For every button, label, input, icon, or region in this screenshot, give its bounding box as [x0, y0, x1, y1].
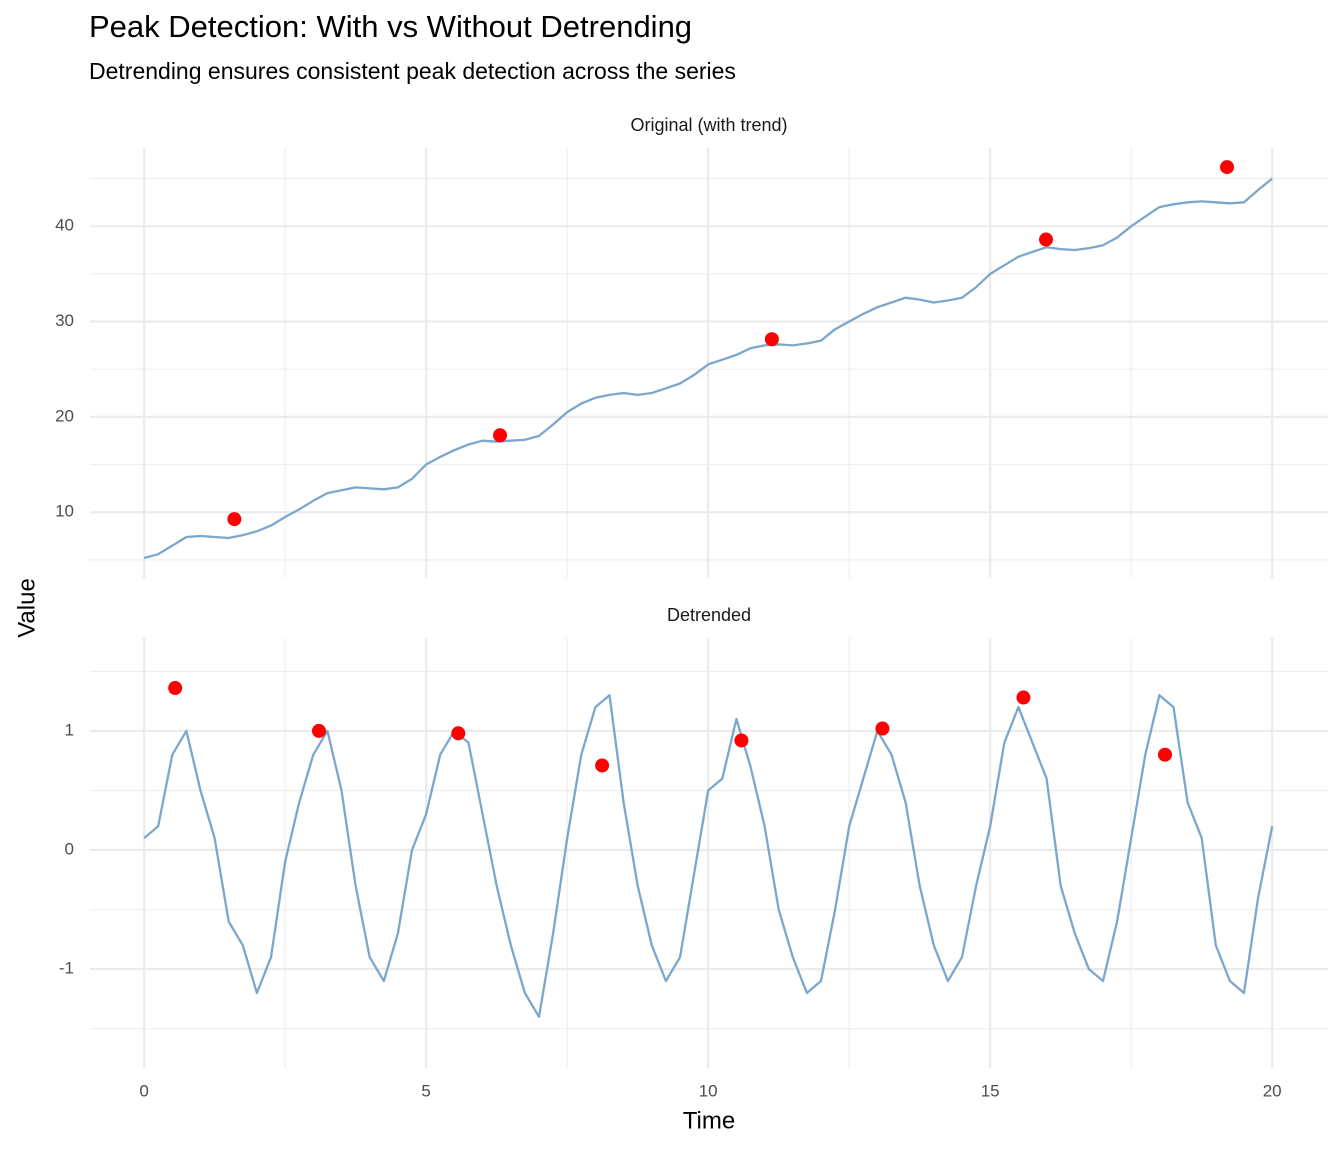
x-tick-label: 20: [1263, 1081, 1282, 1100]
peak-point: [1220, 160, 1235, 175]
y-axis-label: Value: [13, 578, 40, 638]
panel-title: Original (with trend): [630, 115, 787, 135]
peak-point: [1016, 690, 1031, 705]
y-tick-label: 40: [55, 216, 74, 235]
x-tick-label: 5: [421, 1081, 430, 1100]
x-tick-label: 0: [139, 1081, 148, 1100]
y-tick-label: 1: [65, 720, 74, 739]
series-line: [143, 177, 1273, 560]
panel-title: Detrended: [667, 605, 751, 625]
x-axis-label: Time: [683, 1107, 735, 1134]
peak-point: [227, 512, 242, 527]
peak-point: [451, 726, 466, 741]
peak-point: [595, 758, 610, 773]
peak-point: [1038, 232, 1053, 247]
x-tick-label: 10: [699, 1081, 718, 1100]
peak-point: [1158, 747, 1173, 762]
y-tick-label: 10: [55, 502, 74, 521]
chart-subtitle: Detrending ensures consistent peak detec…: [89, 58, 736, 84]
peak-point: [764, 332, 779, 347]
y-tick-label: 30: [55, 311, 74, 330]
x-tick-label: 15: [981, 1081, 1000, 1100]
y-tick-label: 20: [55, 406, 74, 425]
y-tick-label: -1: [59, 959, 74, 978]
peak-point: [734, 733, 749, 748]
peak-point: [168, 681, 183, 696]
peak-point: [875, 721, 890, 736]
peak-point: [493, 428, 508, 443]
chart-title: Peak Detection: With vs Without Detrendi…: [89, 9, 692, 44]
y-tick-label: 0: [65, 840, 74, 859]
peak-point: [311, 723, 326, 738]
series-line: [143, 694, 1274, 1018]
